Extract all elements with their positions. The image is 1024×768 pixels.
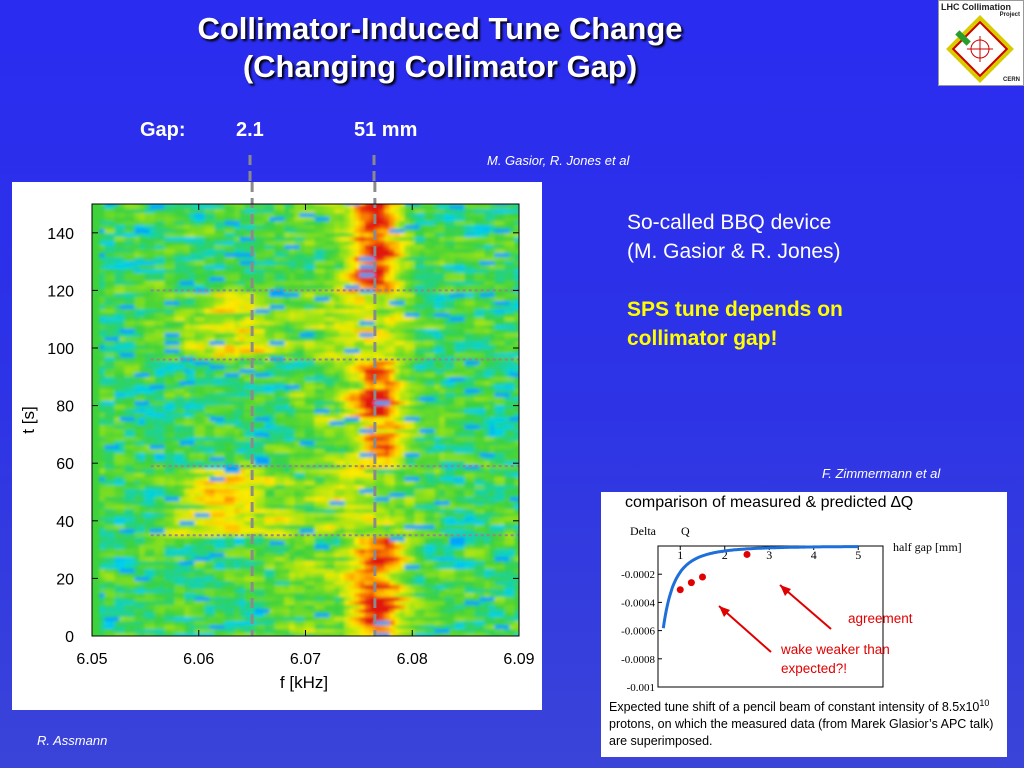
y-tick-label: 120	[47, 283, 74, 300]
inset-ylabel-q: Q	[681, 524, 690, 538]
spectrogram-xlabel: f [kHz]	[280, 673, 328, 692]
bbq-line-2: (M. Gasior & R. Jones)	[627, 240, 841, 263]
x-tick-label: 6.09	[503, 651, 534, 668]
tune-spectrogram: 6.05 6.06 6.07 6.08 6.09 0 20 40 60 80 100 120 140 f…	[12, 182, 542, 710]
measured-point	[699, 573, 706, 581]
tune-shift-plot: Delta Q half gap [mm] 1 2 3 4 5 -0.0002 -0.000…	[621, 524, 962, 694]
y-tick-label: 80	[56, 399, 74, 416]
inset-xlabel: half gap [mm]	[893, 540, 962, 554]
bbq-line-1: So-called BBQ device	[627, 211, 832, 234]
note-wake-1: wake weaker than	[781, 642, 890, 657]
tune-shift-comparison-figure: comparison of measured & predicted ∆Q De…	[601, 492, 1007, 757]
caption-exponent: 10	[979, 698, 990, 708]
lhc-collimation-logo: LHC Collimation Project CERN	[938, 0, 1024, 86]
title-line-2: (Changing Collimator Gap)	[242, 49, 638, 84]
inset-x-tick-label: 2	[722, 548, 728, 562]
inset-x-tick-label: 4	[811, 548, 817, 562]
wake-arrowhead-icon	[719, 606, 730, 617]
caption-part-1: Expected tune shift of a pencil beam of …	[609, 700, 980, 715]
logo-cern: CERN	[1002, 77, 1020, 83]
highlight-line-2: collimator gap!	[627, 327, 778, 350]
slide-title: Collimator-Induced Tune Change (Changing…	[0, 10, 880, 86]
inset-y-tick-label: -0.0006	[621, 626, 655, 638]
inset-y-tick-label: -0.0004	[621, 597, 655, 609]
x-tick-label: 6.05	[76, 651, 107, 668]
y-tick-label: 0	[65, 629, 74, 646]
highlight-line-1: SPS tune depends on	[627, 298, 843, 321]
credit-gasior: M. Gasior, R. Jones et al	[487, 153, 630, 168]
agreement-arrow	[779, 584, 832, 630]
bbq-description: So-called BBQ device (M. Gasior & R. Jon…	[627, 208, 1007, 353]
note-wake-2: expected?!	[781, 661, 848, 676]
agreement-arrowhead-icon	[780, 585, 791, 596]
note-agreement: agreement	[848, 611, 913, 626]
measured-point	[687, 579, 695, 587]
x-tick-label: 6.07	[290, 651, 321, 668]
y-tick-label: 40	[56, 514, 74, 531]
caption-part-2: protons, on which the measured data (fro…	[609, 717, 994, 749]
inset-x-tick-label: 5	[855, 548, 861, 562]
inset-x-tick-label: 3	[766, 548, 772, 562]
logo-subtitle: Project	[999, 12, 1020, 18]
x-tick-label: 6.08	[397, 651, 428, 668]
y-tick-label: 60	[56, 456, 74, 473]
predicted-tune-shift-curve	[661, 545, 859, 629]
author-credit: R. Assmann	[37, 733, 108, 748]
spectrogram-ylabel: t [s]	[19, 406, 38, 433]
highlight-conclusion: SPS tune depends on collimator gap!	[627, 295, 1007, 353]
y-tick-label: 140	[47, 226, 74, 243]
wake-arrow	[718, 605, 772, 653]
y-tick-label: 100	[47, 341, 74, 358]
spectrogram-svg: 6.05 6.06 6.07 6.08 6.09 0 20 40 60 80 100 120 140 f…	[19, 182, 535, 692]
x-tick-label: 6.06	[183, 651, 214, 668]
inset-y-tick-label: -0.0008	[621, 654, 655, 666]
title-line-1: Collimator-Induced Tune Change	[197, 11, 683, 46]
inset-x-tick-label: 1	[677, 548, 683, 562]
inset-ylabel-delta: Delta	[630, 524, 657, 538]
measured-point	[676, 586, 684, 594]
inset-title: comparison of measured & predicted ∆Q	[625, 494, 914, 511]
inset-y-tick-label: -0.001	[627, 682, 655, 694]
gap-value-2: 51 mm	[354, 119, 418, 141]
gap-label: Gap:	[140, 119, 186, 141]
logo-title: LHC Collimation	[941, 2, 1011, 12]
y-tick-label: 20	[56, 571, 74, 588]
inset-caption: Expected tune shift of a pencil beam of …	[609, 695, 1005, 750]
logo-emblem-icon	[946, 15, 1014, 83]
inset-y-tick-label: -0.0002	[621, 569, 655, 581]
gap-value-1: 2.1	[236, 119, 264, 141]
inset-frame	[657, 545, 884, 688]
credit-zimmermann: F. Zimmermann et al	[822, 466, 941, 481]
measured-point	[743, 550, 751, 558]
